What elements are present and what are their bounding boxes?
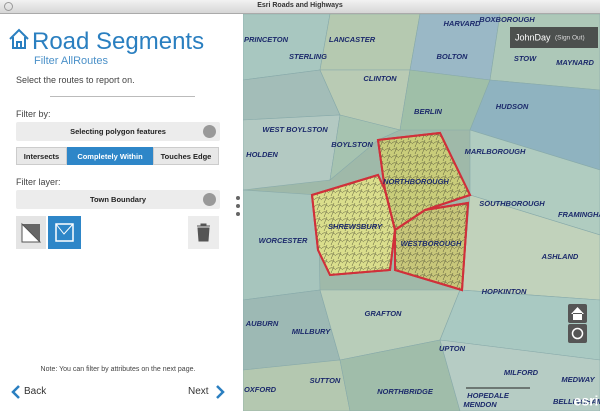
town-label: SHREWSBURY xyxy=(328,222,383,231)
instruction: Select the routes to report on. xyxy=(16,75,135,85)
option-button-selected[interactable]: Completely Within xyxy=(67,147,153,165)
town-label: SOUTHBOROUGH xyxy=(479,199,545,208)
town-label: HOPKINTON xyxy=(482,287,527,296)
home-glyph xyxy=(571,307,584,320)
town-label: WESTBOROUGH xyxy=(401,239,462,248)
home-icon[interactable] xyxy=(8,28,30,50)
town-label: STERLING xyxy=(289,52,327,61)
option-button[interactable]: Touches Edge xyxy=(153,147,219,165)
town-label: CLINTON xyxy=(363,74,397,83)
sign-out[interactable]: (Sign Out) xyxy=(555,35,585,42)
splitter[interactable] xyxy=(235,195,241,219)
town-label: BERLIN xyxy=(414,107,443,116)
user-box[interactable] xyxy=(510,27,598,48)
town-label: BOYLSTON xyxy=(331,140,373,149)
filter-by-label: Filter by: xyxy=(16,109,51,119)
town-label: GRAFTON xyxy=(365,309,403,318)
town-label: HOPEDALE xyxy=(467,391,510,400)
town-label: AUBURN xyxy=(245,319,279,328)
filter-layer-dropdown[interactable]: Town Boundary xyxy=(16,190,220,209)
panel-subtitle: Filter AllRoutes xyxy=(34,55,108,67)
town-label: MILFORD xyxy=(504,368,539,377)
town-label: WEST BOYLSTON xyxy=(262,125,328,134)
town-label: ASHLAND xyxy=(541,252,579,261)
close-button[interactable] xyxy=(4,2,13,11)
town-label: SUTTON xyxy=(310,376,341,385)
esri-logo: esri xyxy=(574,393,599,409)
delete-button[interactable] xyxy=(188,216,219,249)
dropdown-value: Town Boundary xyxy=(89,195,147,204)
option-button[interactable]: Intersects xyxy=(16,147,67,165)
town-label: HOLDEN xyxy=(246,150,278,159)
town-label: MILLBURY xyxy=(292,327,332,336)
town-label: OXFORD xyxy=(244,385,277,394)
next-arrow[interactable] xyxy=(214,384,226,400)
town-label: MEDWAY xyxy=(561,375,595,384)
town-label: BELLINGHAM xyxy=(553,397,600,406)
town-label: LANCASTER xyxy=(329,35,376,44)
panel-title: Road Segments xyxy=(32,28,205,55)
town-label: MARLBOROUGH xyxy=(465,147,526,156)
polygon-tool[interactable] xyxy=(16,216,46,249)
next-button[interactable]: Next xyxy=(188,386,209,397)
town-label: FRAMINGHAM xyxy=(558,210,600,219)
filter-by-dropdown[interactable]: Selecting polygon features xyxy=(16,122,220,141)
town-label: WORCESTER xyxy=(259,236,308,245)
town-label: HUDSON xyxy=(496,102,529,111)
select-tool[interactable] xyxy=(48,216,81,249)
selected-towns xyxy=(310,131,472,292)
window-title: Esri Roads and Highways xyxy=(257,2,343,9)
title-bar: Esri Roads and Highways xyxy=(0,0,600,14)
locate-glyph xyxy=(571,327,584,340)
town-label: UPTON xyxy=(439,344,466,353)
town-label: STOW xyxy=(514,54,537,63)
town-label: NORTHBRIDGE xyxy=(377,387,434,396)
filter-layer-label: Filter layer: xyxy=(16,177,61,187)
chevron xyxy=(203,125,216,138)
separator xyxy=(50,96,195,97)
town-label: HARVARD xyxy=(444,19,482,28)
town-label: PRINCETON xyxy=(244,35,289,44)
home-button[interactable] xyxy=(568,304,587,323)
dropdown-value: Selecting polygon features xyxy=(70,127,166,136)
town-label: MENDON xyxy=(463,400,497,409)
locate-button[interactable] xyxy=(568,324,587,343)
note: Note: You can filter by attributes on th… xyxy=(40,366,196,373)
town-label: MAYNARD xyxy=(556,58,594,67)
chevron xyxy=(203,193,216,206)
user-name: JohnDay xyxy=(515,32,551,42)
town-label: BOXBOROUGH xyxy=(479,15,535,24)
town-label: BOLTON xyxy=(437,52,469,61)
town-label: NORTHBOROUGH xyxy=(383,177,449,186)
back-button[interactable]: Back xyxy=(24,386,47,397)
back-arrow[interactable] xyxy=(10,384,22,400)
